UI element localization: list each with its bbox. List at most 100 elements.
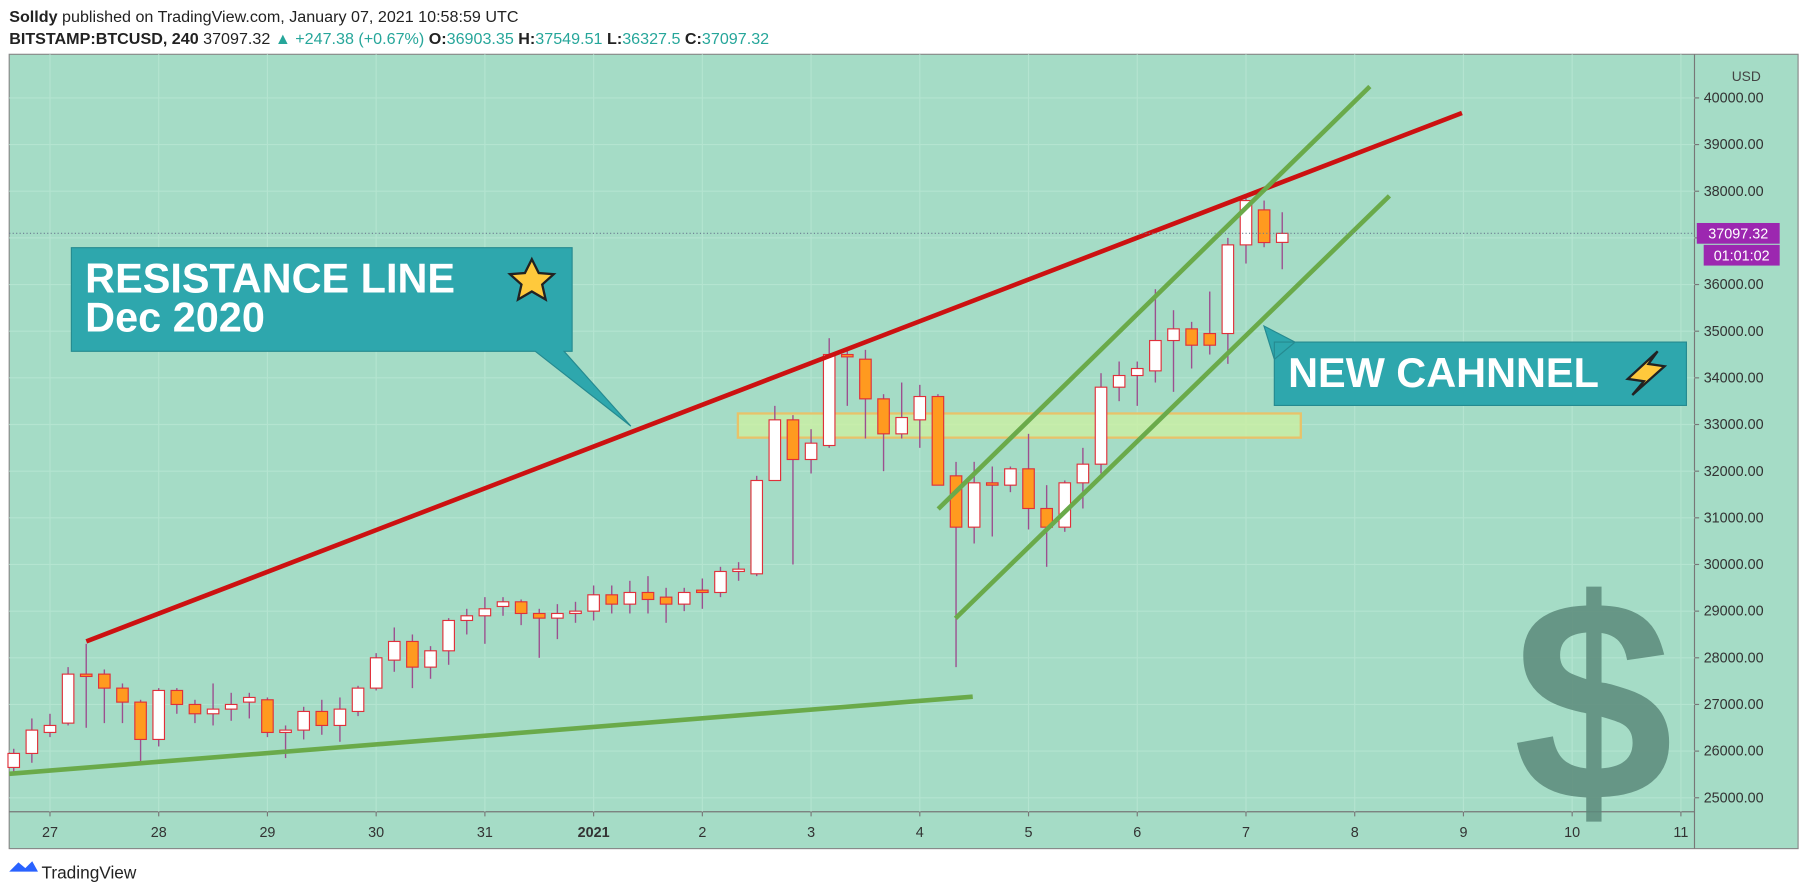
candle-body [1149,339,1162,372]
header-line: Solldy published on TradingView.com, Jan… [9,8,519,26]
x-tick-label: 9 [1459,825,1467,841]
x-tick-label: 10 [1564,825,1580,841]
candle-body [1167,328,1180,342]
support-line [9,694,973,777]
candle-body [532,612,546,619]
last-price-label: 37097.32 [1708,227,1768,243]
channel-upper [936,84,1372,511]
candle-body [406,640,419,668]
candle-body [750,479,764,575]
x-tick-label: 31 [477,825,493,841]
high-label: H: [518,30,535,48]
candle-body [822,353,836,447]
candle-body [387,640,401,661]
candle-body [949,475,963,528]
candle-body [696,589,709,594]
x-tick-label: 30 [368,825,384,841]
candle-body [206,708,220,715]
candle-body [551,612,564,619]
candle-body [840,353,854,358]
dollar-icon: $ [1513,539,1673,861]
y-tick-label: 40000.00 [1704,91,1764,107]
published: published on TradingView.com, January 07… [62,8,519,26]
candle-body [261,699,274,734]
close-value: 37097.32 [702,30,769,48]
y-tick-label: 25000.00 [1704,790,1764,806]
resistance-line [85,110,1463,644]
last-price-box [1696,222,1780,244]
x-tick-label: 28 [151,825,167,841]
x-tick-label: 5 [1025,825,1033,841]
x-tick-label: 11 [1673,825,1688,841]
y-tick-label: 26000.00 [1704,744,1764,760]
x-tick-label: 27 [42,825,58,841]
candle-body [369,657,383,689]
candle-body [569,610,582,615]
candle-body [424,650,437,668]
candle-body [732,568,745,573]
bolt-icon [1625,350,1668,396]
candle-body [152,689,166,741]
x-tick-label: 2021 [578,825,610,841]
candle-body [61,673,75,724]
candle-body [478,608,492,617]
candle-body [1004,468,1017,486]
candle-body [170,689,184,706]
candle-body [1257,209,1271,244]
candle-body [804,442,818,461]
candle-body [985,482,999,486]
candle-body [659,596,673,605]
candle-body [859,358,872,400]
x-tick-label: 29 [259,825,275,841]
candle-body [1076,463,1090,484]
candle-body [116,687,129,703]
candle-body [460,615,474,622]
candle-body [1221,244,1235,335]
candle-body [25,729,39,755]
close-label: C: [685,30,702,48]
candle-body [188,703,202,715]
callout-channel [1263,324,1688,406]
channel-lower [953,194,1392,621]
candle-body [714,570,727,594]
x-tick-label: 8 [1351,825,1359,841]
y-tick-label: 33000.00 [1704,417,1764,433]
candle-body [1130,367,1144,377]
candle-body [1239,199,1253,246]
low-value: 36327.5 [622,30,680,48]
callout-text: NEW CAHNNEL [1288,349,1599,396]
candle-body [641,591,655,601]
y-tick-label: 34000.00 [1704,370,1764,386]
candle-body [297,710,311,731]
candle-body [931,395,945,486]
candle-body [242,696,256,703]
high-value: 37549.51 [535,30,602,48]
x-tick-label: 2 [698,825,706,841]
countdown-label: 01:01:02 [1714,248,1770,264]
star-icon [507,256,557,302]
candle-body [768,419,782,482]
candle-body [514,601,528,615]
callout-text: Dec 2020 [85,294,265,341]
candle-body [496,601,510,608]
candle-body [279,729,292,734]
candle-body [1094,386,1108,465]
y-tick-label: 38000.00 [1704,184,1764,200]
candle-body [623,591,637,605]
candle-body [677,591,691,605]
symbol-line: BITSTAMP:BTCUSD, 240 37097.32 ▲ +247.38 … [9,30,769,48]
candle-body [134,701,147,741]
countdown-box [1703,244,1780,266]
y-axis-unit: USD [1732,68,1761,84]
y-tick-label: 30000.00 [1704,557,1764,573]
candle-body [877,398,890,435]
y-tick-label: 35000.00 [1704,324,1764,340]
candle-body [587,594,600,612]
candle-body [1203,332,1217,346]
candle-body [351,687,365,713]
y-tick-label: 31000.00 [1704,510,1764,526]
candle-body [43,724,57,734]
y-tick-label: 28000.00 [1704,650,1764,666]
open-label: O: [429,30,447,48]
